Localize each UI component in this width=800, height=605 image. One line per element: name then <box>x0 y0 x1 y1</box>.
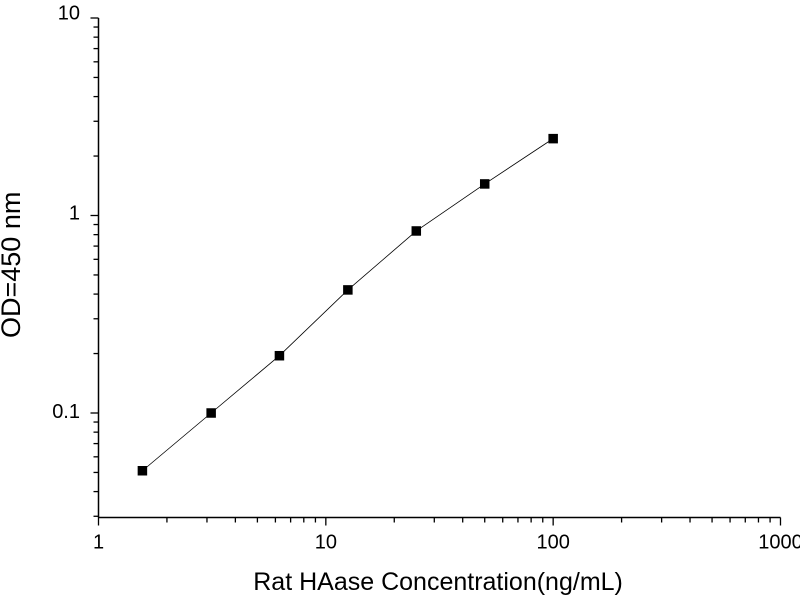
svg-text:100: 100 <box>536 532 569 554</box>
svg-text:10: 10 <box>58 3 80 25</box>
svg-text:1000: 1000 <box>758 532 800 554</box>
svg-text:OD=450 nm: OD=450 nm <box>0 192 26 338</box>
svg-text:1: 1 <box>93 532 104 554</box>
svg-text:Rat HAase Concentration(ng/mL): Rat HAase Concentration(ng/mL) <box>253 568 623 596</box>
svg-text:0.1: 0.1 <box>52 401 80 423</box>
svg-text:10: 10 <box>315 532 337 554</box>
svg-text:1: 1 <box>69 203 80 225</box>
